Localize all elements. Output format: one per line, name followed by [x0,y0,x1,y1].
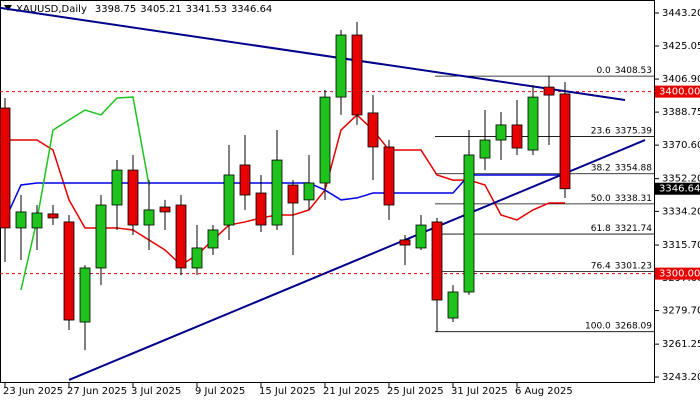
x-tick-label: 27 Jun 2025 [67,386,127,397]
level-tag [655,85,700,98]
last-price-label: 3346.64 [659,184,700,195]
fib-label: 23.6 3375.39 [591,126,653,136]
fib-price: 3408.53 [615,66,652,76]
fib-price: 3354.88 [615,163,652,173]
x-tick-label: 23 Jun 2025 [3,386,63,397]
fib-ratio: 100.0 [585,321,611,331]
trendline [0,6,626,101]
y-tick-label: 3406.90 [662,74,700,85]
x-tick-label: 6 Aug 2025 [515,386,573,397]
candle-body [79,267,91,323]
fib-label: 50.0 3338.31 [591,193,652,203]
fib-price: 3338.31 [615,193,652,203]
level-label: 3400.00 [659,87,700,98]
candle-body [287,184,299,204]
y-tick-label: 3315.70 [662,240,700,251]
last-price-tag [655,182,700,195]
fib-label: 76.4 3301.23 [591,261,652,271]
fib-price: 3268.09 [615,321,652,331]
candle-body [463,154,475,293]
header-low: 3341.53 [186,4,227,15]
header: XAUUSD,Daily 3398.75 3405.21 3341.53 3346.64 [16,4,272,15]
candle-body [127,169,139,226]
fib-label: 61.8 3321.74 [591,224,653,234]
y-tick-label: 3279.70 [662,306,700,317]
fib-ratio: 0.0 [596,66,611,76]
candle-body [335,34,347,98]
fib-price: 3375.39 [615,126,652,136]
y-tick-label: 3334.20 [662,206,700,217]
x-tick-label: 9 Jul 2025 [195,386,245,397]
y-tick-label: 3352.20 [662,174,700,185]
fib-label: 0.0 3408.53 [596,66,652,76]
fib-ratio: 61.8 [591,224,611,234]
fib-ratio: 50.0 [591,193,611,203]
fib-ratio: 76.4 [591,261,611,271]
candle-body [239,164,251,196]
candle-body [47,213,59,219]
candle-body [431,221,443,301]
fib-label: 38.2 3354.88 [591,163,653,173]
candle-body [495,124,507,141]
indicator-line [20,96,150,291]
level-label: 3300.00 [659,269,700,280]
candle-body [351,34,363,116]
trendline [68,139,646,381]
candle-body [271,159,283,226]
candle-body [559,93,571,190]
candle-body [399,239,411,246]
candle-body [367,112,379,148]
candle-body [479,139,491,159]
candle-body [543,86,555,96]
x-tick-label: 25 Jul 2025 [387,386,444,397]
candle-body [0,107,11,229]
x-tick-label: 21 Jul 2025 [323,386,380,397]
y-tick-label: 3443.20 [662,8,700,19]
header-close: 3346.64 [231,4,272,15]
candle-body [383,146,395,206]
fib-ratio: 38.2 [591,163,611,173]
header-icon [4,5,12,11]
candle-body [303,182,315,201]
candle-body [159,206,171,213]
fib-price: 3301.23 [615,261,652,271]
x-tick-label: 3 Jul 2025 [131,386,181,397]
candle-body [207,229,219,249]
header-open: 3398.75 [95,4,136,15]
level-tag [655,267,700,280]
candle-body [31,212,43,229]
candle-body [63,221,75,321]
candle-body [191,247,203,269]
fib-price: 3321.74 [615,224,652,234]
candle-body [255,192,267,226]
candle-body [511,124,523,149]
y-tick-label: 3243.20 [662,372,700,383]
fib-ratio: 23.6 [591,126,611,136]
candle-body [15,211,27,229]
fib-label: 100.0 3268.09 [585,321,652,331]
candle-body [319,96,331,184]
header-high: 3405.21 [140,4,181,15]
y-tick-label: 3261.25 [662,339,700,350]
symbol: XAUUSD,Daily [16,4,87,15]
candle-body [143,209,155,226]
candle-body [223,174,235,226]
candle-body [175,204,187,269]
candle-body [447,291,459,319]
x-tick-label: 15 Jul 2025 [259,386,316,397]
candle-body [527,96,539,151]
y-tick-label: 3388.75 [662,107,700,118]
candle-body [111,169,123,206]
y-tick-label: 3370.60 [662,140,700,151]
candle-body [95,204,107,269]
y-tick-label: 3425.05 [662,41,700,52]
candle-body [415,224,427,249]
x-tick-label: 31 Jul 2025 [451,386,508,397]
